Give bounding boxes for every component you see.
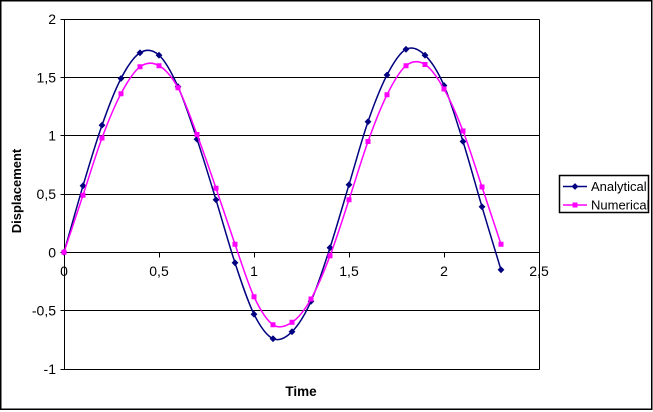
svg-text:Analytical: Analytical: [591, 179, 647, 194]
svg-text:1,5: 1,5: [339, 263, 359, 279]
svg-text:0,5: 0,5: [149, 263, 169, 279]
svg-text:0,5: 0,5: [37, 186, 57, 202]
svg-text:-0,5: -0,5: [32, 303, 56, 319]
svg-text:Time: Time: [285, 384, 317, 399]
svg-text:2: 2: [48, 11, 56, 27]
svg-text:2: 2: [440, 263, 448, 279]
svg-text:0: 0: [60, 263, 68, 279]
svg-text:2,5: 2,5: [529, 263, 549, 279]
svg-text:0: 0: [48, 244, 56, 260]
svg-text:-1: -1: [44, 361, 57, 377]
svg-text:1: 1: [48, 128, 56, 144]
svg-text:1,5: 1,5: [37, 69, 57, 85]
svg-text:1: 1: [250, 263, 258, 279]
svg-text:Displacement: Displacement: [9, 148, 24, 233]
svg-text:Numerical: Numerical: [591, 198, 650, 213]
